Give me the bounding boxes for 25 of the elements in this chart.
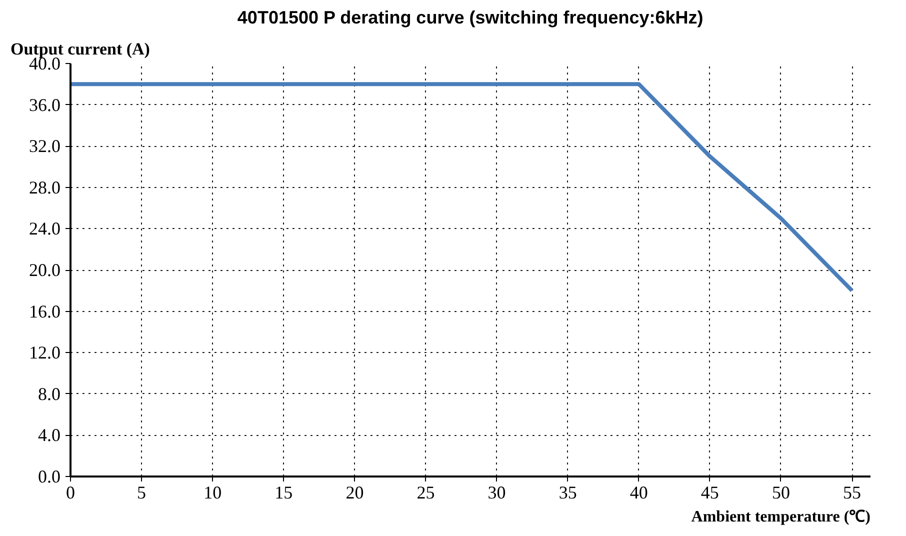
x-tick-label: 5	[137, 482, 146, 502]
y-tick-label: 12.0	[29, 342, 60, 363]
x-tick-label: 10	[204, 482, 222, 502]
x-tick-label: 30	[488, 482, 506, 502]
x-tick-label: 25	[416, 482, 435, 502]
y-tick-label: 28.0	[29, 177, 60, 198]
line-series	[70, 82, 854, 293]
x-tick-label: 45	[700, 482, 719, 502]
y-tick-label: 20.0	[29, 260, 60, 280]
x-tick-label: 50	[772, 482, 790, 502]
x-tick-label: 15	[274, 482, 293, 502]
x-tick-label: 55	[843, 482, 862, 502]
y-tick-label: 36.0	[29, 94, 60, 115]
x-tick-label: 40	[630, 482, 648, 502]
x-tick-label: 20	[346, 482, 364, 502]
x-tick-label: 0	[66, 482, 75, 502]
y-tick-label: 4.0	[38, 425, 60, 446]
chart-title: 40T01500 P derating curve (switching frequency:6kHz)	[237, 8, 704, 28]
x-axis-title: Ambient temperature (℃)	[691, 508, 871, 526]
y-tick-label: 0.0	[38, 466, 60, 486]
y-tick-label: 32.0	[29, 136, 60, 156]
y-tick-label: 16.0	[29, 301, 60, 322]
y-tick-label: 24.0	[29, 218, 60, 239]
x-tick-label: 35	[558, 482, 577, 502]
y-tick-label: 8.0	[38, 384, 60, 404]
